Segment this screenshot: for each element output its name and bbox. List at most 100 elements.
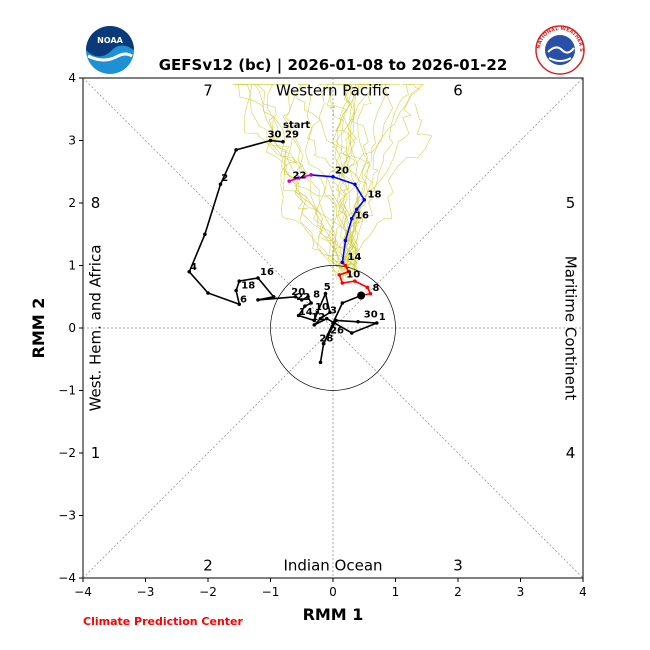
ensemble-member-line xyxy=(334,84,362,276)
observed-point xyxy=(315,310,320,315)
phase-label: 7 xyxy=(203,82,213,100)
observed-day-label: 29 xyxy=(285,129,299,140)
observed-point xyxy=(206,291,210,295)
region-label-bottom: Indian Ocean xyxy=(283,557,382,575)
forecast-week2-day-label: 20 xyxy=(335,166,349,177)
y-tick-label: −2 xyxy=(58,446,76,460)
observed-day-label: 2 xyxy=(221,173,228,184)
forecast-week3-point xyxy=(287,179,292,183)
observed-day-label: 12 xyxy=(311,312,325,323)
y-tick-label: 2 xyxy=(68,196,76,210)
observed-point xyxy=(268,138,273,143)
current-position-marker xyxy=(357,291,366,300)
y-tick-label: 3 xyxy=(68,134,76,148)
forecast-week1-point xyxy=(343,263,348,268)
observed-day-label: 28 xyxy=(319,334,333,345)
observed-point xyxy=(349,331,354,335)
x-tick-label: −4 xyxy=(74,585,92,599)
observed-point xyxy=(281,139,285,144)
y-tick-label: −4 xyxy=(58,571,76,585)
observed-day-label: 20 xyxy=(291,287,305,298)
forecast-week2-day-label: 18 xyxy=(368,189,382,200)
series-layer xyxy=(187,138,379,365)
ensemble-member-line xyxy=(254,84,344,270)
forecast-week3-point xyxy=(309,173,313,177)
ensemble-member-line xyxy=(236,84,352,274)
observed-point xyxy=(324,316,329,321)
forecast-week3-day-label: 22 xyxy=(293,171,307,182)
x-tick-label: −1 xyxy=(262,585,280,599)
x-tick-label: −2 xyxy=(199,585,217,599)
observed-point xyxy=(271,294,276,299)
x-tick-label: 0 xyxy=(329,585,337,599)
observed-point xyxy=(299,298,304,302)
y-tick-label: 4 xyxy=(68,71,76,85)
forecast-week2-line xyxy=(311,174,366,263)
noaa-logo-text: NOAA xyxy=(97,36,123,45)
chart-title: GEFSv12 (bc) | 2026-01-08 to 2026-01-22 xyxy=(159,56,508,75)
ensemble-member-line xyxy=(347,103,433,266)
observed-point xyxy=(234,148,238,152)
observed-point xyxy=(312,323,317,327)
observed-point xyxy=(318,316,323,321)
phase-label: 5 xyxy=(566,194,576,212)
observed-point xyxy=(323,291,328,296)
observed-point xyxy=(340,301,345,305)
observed-point xyxy=(256,298,260,302)
ensemble-member-line xyxy=(335,84,425,270)
observed-point xyxy=(237,302,242,307)
forecast-week3-point xyxy=(296,176,301,180)
observed-day-label: 14 xyxy=(299,307,313,318)
observed-point xyxy=(237,279,242,283)
observed-day-label: 1 xyxy=(379,312,386,323)
forecast-week1-point xyxy=(365,285,370,290)
ensemble-member-line xyxy=(342,84,389,275)
observed-day-label: 26 xyxy=(330,326,344,337)
y-tick-label: −3 xyxy=(58,509,76,523)
observed-day-label: 5 xyxy=(324,282,331,293)
observed-day-label: 22 xyxy=(296,292,310,303)
observed-point xyxy=(306,294,310,299)
forecast-week1-day-label: 8 xyxy=(373,283,380,294)
x-tick-label: 1 xyxy=(392,585,400,599)
observed-point xyxy=(331,321,335,325)
credit-label: Climate Prediction Center xyxy=(83,615,243,628)
ensemble-member-line xyxy=(342,84,369,280)
phase-label: 8 xyxy=(91,194,101,212)
observed-point xyxy=(321,341,326,346)
observed-day-label: 4 xyxy=(190,262,197,273)
ensemble-member-line xyxy=(233,84,346,281)
ensemble-member-line xyxy=(293,90,338,266)
observed-point xyxy=(234,288,238,293)
observed-point xyxy=(296,313,301,318)
forecast-week2-point xyxy=(343,238,348,243)
ensemble-member-line xyxy=(280,120,348,279)
region-label-top: Western Pacific xyxy=(276,82,390,100)
phase-label: 1 xyxy=(91,444,101,462)
x-tick-label: −3 xyxy=(137,585,155,599)
forecast-week1-point xyxy=(353,279,357,283)
observed-point xyxy=(374,321,379,325)
unit-circle xyxy=(270,265,396,391)
forecast-week1-day-label: 10 xyxy=(346,269,360,280)
y-tick-label: 0 xyxy=(68,321,76,335)
ensemble-member-line xyxy=(297,84,349,276)
phase-label: 4 xyxy=(566,444,576,462)
observed-point xyxy=(334,318,338,323)
ensemble-member-line xyxy=(233,84,357,272)
forecast-week2-point xyxy=(353,182,357,187)
observed-point xyxy=(356,319,360,324)
ensemble-member-line xyxy=(318,84,368,264)
observed-point xyxy=(312,318,317,323)
observed-day-label: 16 xyxy=(260,267,274,278)
observed-day-label: 30 xyxy=(268,129,282,140)
observed-point xyxy=(256,276,260,280)
ensemble-member-line xyxy=(318,84,359,278)
x-axis-label: RMM 1 xyxy=(303,605,364,624)
ensemble-member-line xyxy=(337,84,414,276)
y-tick-label: 1 xyxy=(68,259,76,273)
observed-point xyxy=(318,360,323,365)
